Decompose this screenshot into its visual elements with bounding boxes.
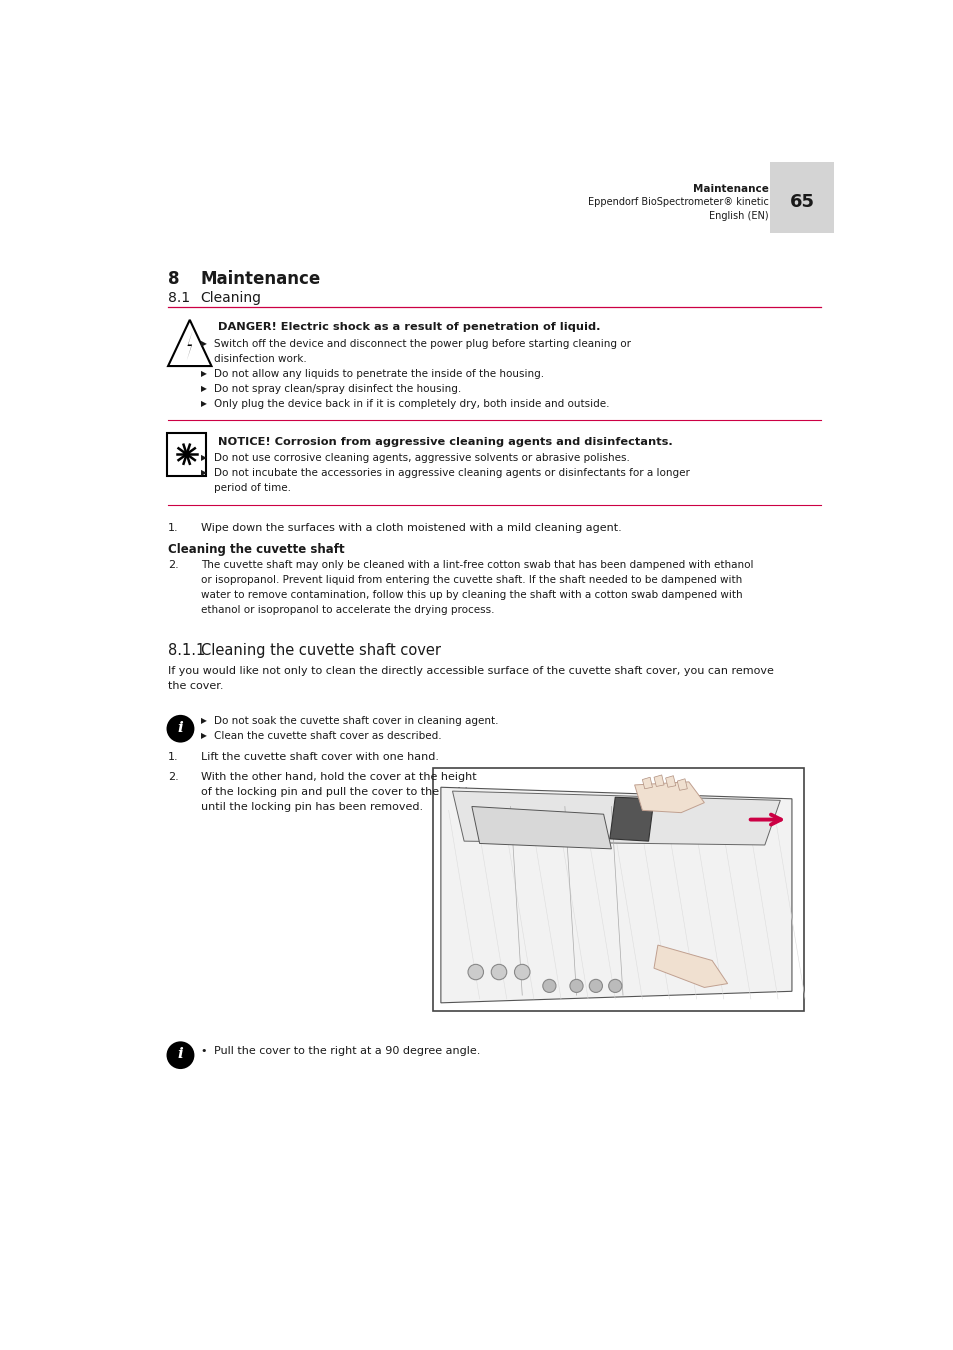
- Circle shape: [514, 964, 530, 980]
- Polygon shape: [187, 329, 193, 360]
- Text: 8.1: 8.1: [168, 292, 190, 305]
- Polygon shape: [677, 779, 686, 790]
- Circle shape: [542, 979, 556, 992]
- Text: disinfection work.: disinfection work.: [213, 354, 306, 364]
- Polygon shape: [440, 787, 791, 1003]
- Text: ▶: ▶: [200, 732, 206, 740]
- Polygon shape: [168, 320, 212, 366]
- Text: Wipe down the surfaces with a cloth moistened with a mild cleaning agent.: Wipe down the surfaces with a cloth mois…: [200, 524, 620, 533]
- Text: ▶: ▶: [200, 400, 206, 408]
- Circle shape: [589, 979, 602, 992]
- Text: Pull the cover to the right at a 90 degree angle.: Pull the cover to the right at a 90 degr…: [213, 1046, 479, 1056]
- Text: Only plug the device back in if it is completely dry, both inside and outside.: Only plug the device back in if it is co…: [213, 400, 609, 409]
- Text: Clean the cuvette shaft cover as described.: Clean the cuvette shaft cover as describ…: [213, 732, 441, 741]
- Polygon shape: [641, 778, 652, 788]
- Text: With the other hand, hold the cover at the height: With the other hand, hold the cover at t…: [200, 772, 476, 782]
- Circle shape: [183, 451, 190, 458]
- Text: The cuvette shaft may only be cleaned with a lint-free cotton swab that has been: The cuvette shaft may only be cleaned wi…: [200, 560, 752, 570]
- Text: Maintenance: Maintenance: [692, 184, 768, 193]
- Circle shape: [608, 979, 621, 992]
- Text: ▶: ▶: [200, 467, 206, 477]
- Text: DANGER! Electric shock as a result of penetration of liquid.: DANGER! Electric shock as a result of pe…: [218, 323, 600, 332]
- Text: period of time.: period of time.: [213, 483, 291, 493]
- Text: Cleaning the cuvette shaft: Cleaning the cuvette shaft: [168, 543, 344, 556]
- Text: ▶: ▶: [200, 385, 206, 393]
- Polygon shape: [634, 782, 703, 813]
- Text: Do not spray clean/spray disinfect the housing.: Do not spray clean/spray disinfect the h…: [213, 385, 460, 394]
- Text: ▶: ▶: [200, 452, 206, 462]
- Text: water to remove contamination, follow this up by cleaning the shaft with a cotto: water to remove contamination, follow th…: [200, 590, 741, 601]
- Text: 1.: 1.: [168, 752, 178, 761]
- Polygon shape: [609, 798, 654, 841]
- Text: English (EN): English (EN): [708, 211, 768, 220]
- Text: 65: 65: [789, 193, 814, 211]
- Text: 2.: 2.: [168, 560, 178, 570]
- Circle shape: [468, 964, 483, 980]
- Text: 1.: 1.: [168, 524, 178, 533]
- Circle shape: [569, 979, 582, 992]
- Polygon shape: [452, 791, 780, 845]
- Polygon shape: [665, 776, 675, 787]
- Circle shape: [167, 716, 194, 742]
- Text: ▶: ▶: [200, 339, 206, 348]
- Text: Lift the cuvette shaft cover with one hand.: Lift the cuvette shaft cover with one ha…: [200, 752, 438, 761]
- Polygon shape: [654, 945, 727, 987]
- Text: i: i: [177, 721, 183, 734]
- Text: Switch off the device and disconnect the power plug before starting cleaning or: Switch off the device and disconnect the…: [213, 339, 630, 350]
- Text: Do not allow any liquids to penetrate the inside of the housing.: Do not allow any liquids to penetrate th…: [213, 369, 543, 379]
- Text: If you would like not only to clean the directly accessible surface of the cuvet: If you would like not only to clean the …: [168, 667, 773, 676]
- Text: ▶: ▶: [200, 369, 206, 378]
- Text: 8.1.1: 8.1.1: [168, 643, 205, 659]
- FancyBboxPatch shape: [769, 162, 833, 232]
- Text: NOTICE! Corrosion from aggressive cleaning agents and disinfectants.: NOTICE! Corrosion from aggressive cleani…: [218, 436, 673, 447]
- Text: ▶: ▶: [200, 717, 206, 725]
- Text: ethanol or isopropanol to accelerate the drying process.: ethanol or isopropanol to accelerate the…: [200, 605, 494, 616]
- Text: of the locking pin and pull the cover to the right: of the locking pin and pull the cover to…: [200, 787, 468, 796]
- Text: Eppendorf BioSpectrometer® kinetic: Eppendorf BioSpectrometer® kinetic: [587, 197, 768, 208]
- Text: the cover.: the cover.: [168, 682, 223, 691]
- Text: Cleaning: Cleaning: [200, 292, 261, 305]
- Text: until the locking pin has been removed.: until the locking pin has been removed.: [200, 802, 422, 811]
- Text: Do not soak the cuvette shaft cover in cleaning agent.: Do not soak the cuvette shaft cover in c…: [213, 717, 497, 726]
- Polygon shape: [654, 775, 663, 787]
- Circle shape: [491, 964, 506, 980]
- Text: or isopropanol. Prevent liquid from entering the cuvette shaft. If the shaft nee: or isopropanol. Prevent liquid from ente…: [200, 575, 741, 585]
- Text: Do not use corrosive cleaning agents, aggressive solvents or abrasive polishes.: Do not use corrosive cleaning agents, ag…: [213, 452, 629, 463]
- FancyBboxPatch shape: [433, 768, 802, 1011]
- Circle shape: [167, 1041, 194, 1069]
- FancyBboxPatch shape: [167, 432, 206, 475]
- Text: Maintenance: Maintenance: [200, 270, 320, 288]
- Text: i: i: [177, 1048, 183, 1061]
- Text: 8: 8: [168, 270, 179, 288]
- Text: •: •: [200, 1046, 207, 1056]
- Polygon shape: [472, 806, 611, 849]
- Text: 2.: 2.: [168, 772, 178, 782]
- Text: Cleaning the cuvette shaft cover: Cleaning the cuvette shaft cover: [200, 643, 440, 659]
- Text: Do not incubate the accessories in aggressive cleaning agents or disinfectants f: Do not incubate the accessories in aggre…: [213, 467, 689, 478]
